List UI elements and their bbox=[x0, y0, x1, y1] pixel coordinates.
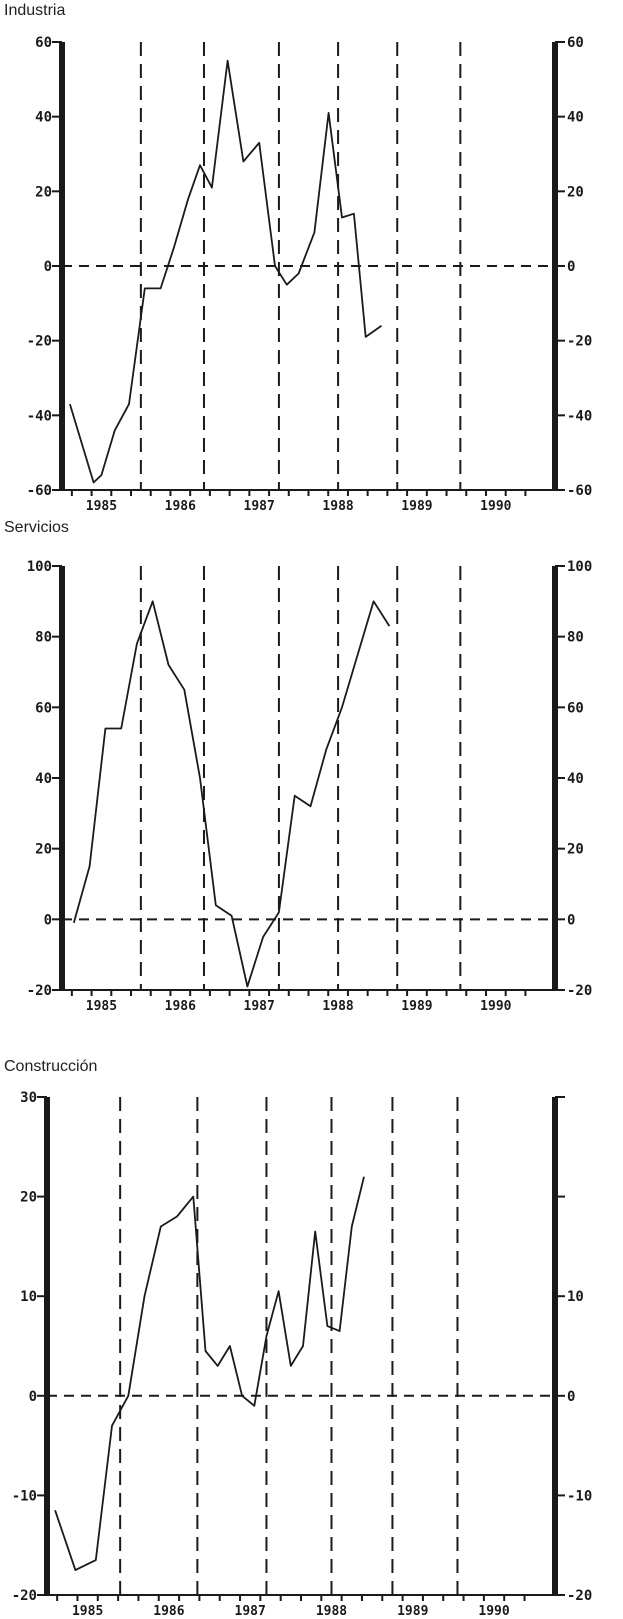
left-axis bbox=[44, 1097, 50, 1595]
panel-title-industria: Industria bbox=[4, 2, 66, 19]
ytick-label-right: -20 bbox=[567, 983, 592, 999]
ytick-label-right: -20 bbox=[567, 334, 592, 350]
ytick-label-left: 20 bbox=[35, 842, 52, 858]
ytick-label-left: 20 bbox=[35, 184, 52, 200]
series-line bbox=[72, 600, 391, 988]
xtick-label: 1986 bbox=[165, 499, 196, 514]
ytick-label-left: 10 bbox=[20, 1289, 37, 1305]
xtick-label: 1990 bbox=[478, 1604, 509, 1619]
ytick-label-right: 0 bbox=[567, 912, 575, 928]
ytick-label-right: 20 bbox=[567, 184, 584, 200]
ytick-label-left: 0 bbox=[44, 259, 52, 275]
ytick-label-left: 40 bbox=[35, 771, 52, 787]
ytick-label-left: 0 bbox=[29, 1389, 37, 1405]
ytick-label-right: 10 bbox=[567, 1289, 584, 1305]
ytick-label-left: 40 bbox=[35, 110, 52, 126]
ytick-label-right: -40 bbox=[567, 408, 592, 424]
ytick-label-left: -40 bbox=[27, 408, 52, 424]
ytick-label-left: 60 bbox=[35, 35, 52, 51]
ytick-label-left: 100 bbox=[27, 559, 52, 575]
ytick-label-left: -10 bbox=[12, 1488, 37, 1504]
ytick-label-left: 80 bbox=[35, 630, 52, 646]
ytick-label-right: 80 bbox=[567, 630, 584, 646]
ytick-label-left: -60 bbox=[27, 483, 52, 499]
xtick-label: 1988 bbox=[322, 999, 353, 1014]
xtick-label: 1985 bbox=[86, 499, 117, 514]
xtick-label: 1987 bbox=[244, 499, 275, 514]
xtick-label: 1987 bbox=[244, 999, 275, 1014]
ytick-label-right: -20 bbox=[567, 1588, 592, 1604]
xtick-label: 1985 bbox=[72, 1604, 103, 1619]
ytick-label-right: 0 bbox=[567, 259, 575, 275]
ytick-label-right: 0 bbox=[567, 1389, 575, 1405]
series-line bbox=[54, 1176, 365, 1572]
series-line bbox=[69, 59, 383, 484]
ytick-label-left: 30 bbox=[20, 1090, 37, 1106]
chart-construccion: 30 20 10 10 0 0 -10 -10 -20 -20 1985 1986 1987 1988 19… bbox=[12, 1090, 593, 1619]
panel-title-construccion: Construcción bbox=[4, 1058, 98, 1075]
ytick-label-right: -60 bbox=[567, 483, 592, 499]
xtick-label: 1986 bbox=[153, 1604, 184, 1619]
xtick-label: 1989 bbox=[401, 499, 432, 514]
ytick-label-left: -20 bbox=[27, 983, 52, 999]
chart-servicios: 100 100 80 80 60 60 40 40 20 20 0 0 -20 -20 1985 1986 19… bbox=[27, 559, 593, 1014]
ytick-label-left: 0 bbox=[44, 912, 52, 928]
ytick-label-right: 60 bbox=[567, 35, 584, 51]
ytick-label-right: 100 bbox=[567, 559, 592, 575]
ytick-label-left: -20 bbox=[12, 1588, 37, 1604]
ytick-label-right: 60 bbox=[567, 700, 584, 716]
ytick-label-right: -10 bbox=[567, 1488, 592, 1504]
ytick-label-left: 20 bbox=[20, 1190, 37, 1206]
ytick-label-right: 40 bbox=[567, 771, 584, 787]
right-axis bbox=[552, 1097, 558, 1595]
xtick-label: 1987 bbox=[235, 1604, 266, 1619]
xtick-label: 1985 bbox=[86, 999, 117, 1014]
xtick-label: 1989 bbox=[401, 999, 432, 1014]
xtick-label: 1988 bbox=[316, 1604, 347, 1619]
xtick-label: 1990 bbox=[480, 499, 511, 514]
ytick-label-right: 40 bbox=[567, 110, 584, 126]
chart-industria: 60 60 40 40 20 20 0 0 -20 -20 -40 -40 -60 -60 1985 1986… bbox=[27, 35, 593, 514]
xtick-label: 1986 bbox=[165, 999, 196, 1014]
xtick-label: 1990 bbox=[480, 999, 511, 1014]
xtick-label: 1988 bbox=[322, 499, 353, 514]
panel-title-servicios: Servicios bbox=[4, 519, 69, 536]
ytick-label-right: 20 bbox=[567, 842, 584, 858]
ytick-label-left: 60 bbox=[35, 700, 52, 716]
ytick-label-left: -20 bbox=[27, 334, 52, 350]
xtick-label: 1989 bbox=[397, 1604, 428, 1619]
